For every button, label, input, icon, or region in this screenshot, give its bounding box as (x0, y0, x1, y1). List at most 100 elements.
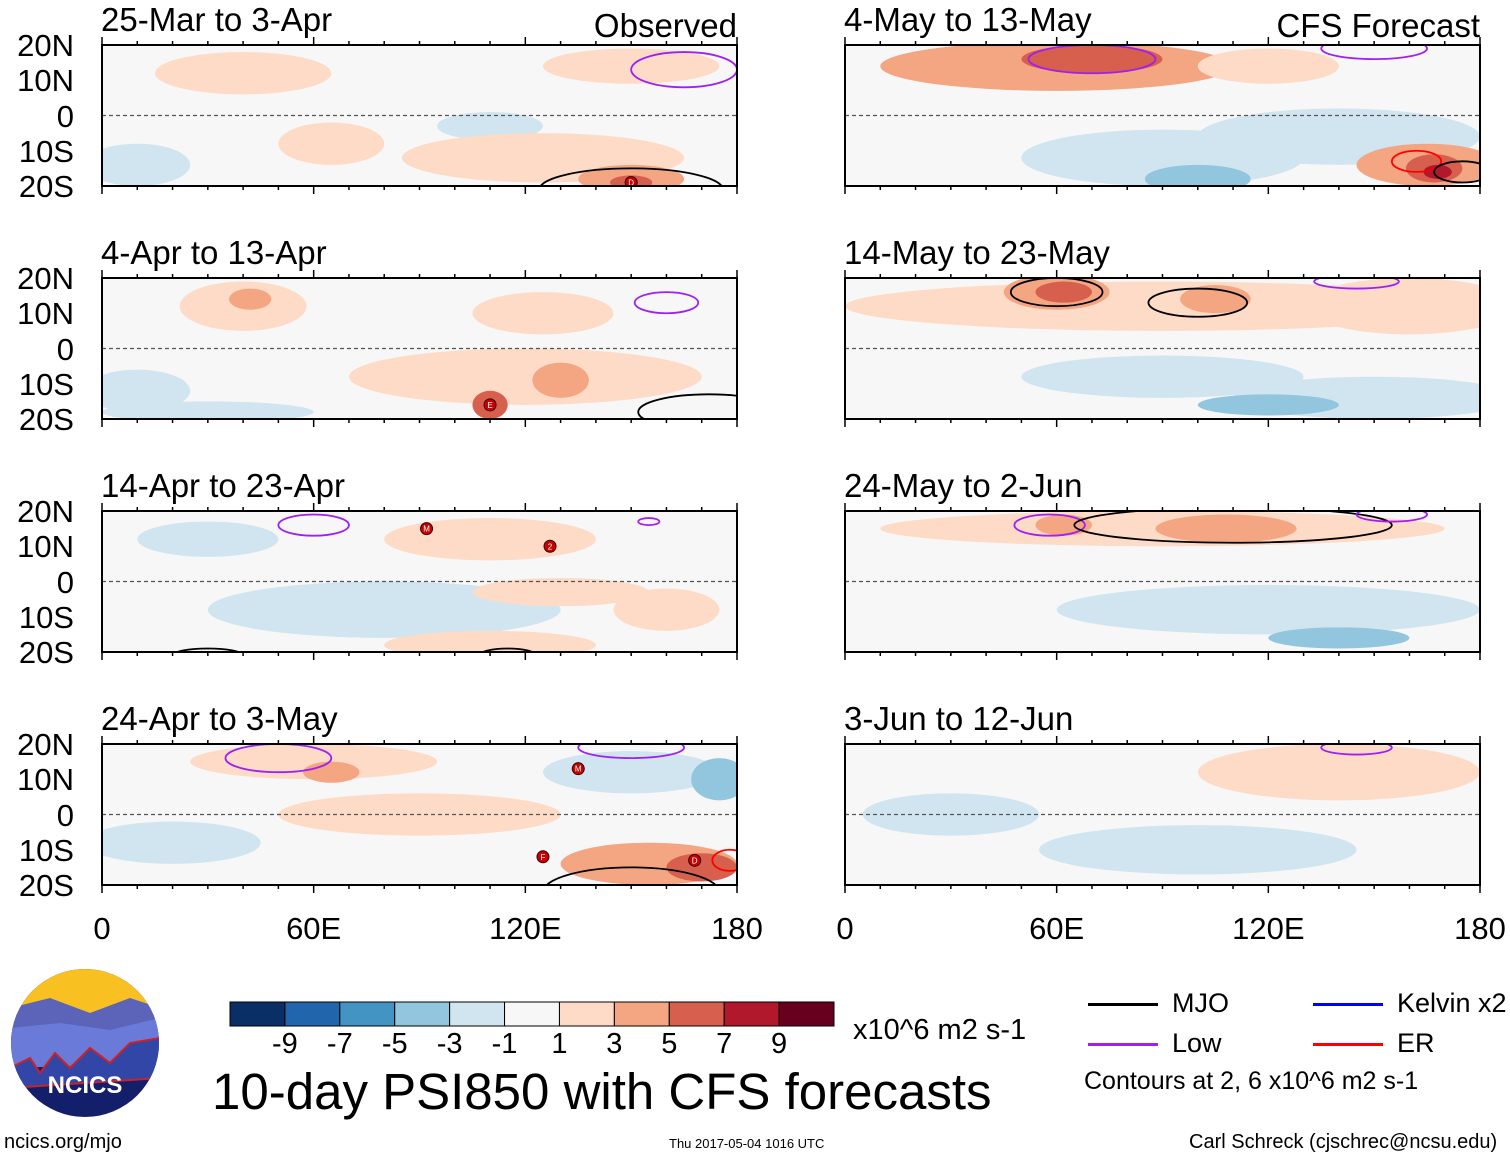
colorbar-swatch (284, 1001, 341, 1027)
anomaly-region (1197, 744, 1480, 801)
panel-tag: Observed (593, 7, 737, 44)
panel-title: 3-Jun to 12-Jun (844, 700, 1074, 737)
anomaly-region (1144, 164, 1251, 186)
svg-text:D: D (628, 178, 634, 187)
contour-low (637, 517, 661, 526)
legend-line-icon (1313, 1003, 1383, 1006)
colorbar-swatch (449, 1001, 506, 1027)
anomaly-region (1268, 627, 1410, 649)
anomaly-region (1039, 825, 1357, 875)
colorbar-tick-label: 9 (771, 1028, 788, 1060)
anomaly-region (1423, 164, 1452, 179)
y-tick-label: 0 (56, 331, 74, 367)
anomaly-region (102, 369, 191, 412)
y-tick-label: 20S (18, 402, 74, 437)
anomaly-region (1021, 355, 1304, 398)
panel-title: 24-May to 2-Jun (844, 467, 1083, 504)
panel-title: 4-May to 13-May (844, 1, 1092, 38)
storm-marker: F (536, 850, 550, 864)
contour-low (1313, 278, 1400, 290)
y-tick-label: 0 (56, 797, 74, 833)
colorbar-swatch (613, 1001, 670, 1027)
anomaly-region (613, 588, 720, 631)
y-tick-label: 20N (17, 28, 74, 63)
contour-mjo (545, 866, 717, 885)
anomaly-region (1056, 585, 1480, 635)
y-tick-label: 20N (17, 261, 74, 296)
contour-mjo (1073, 511, 1393, 544)
contour-low (577, 744, 685, 759)
contour-mjo (637, 393, 737, 419)
y-tick-label: 10N (17, 762, 74, 798)
anomaly-region (1303, 278, 1480, 335)
contour-mjo (481, 647, 535, 652)
y-tick-label: 10S (18, 832, 74, 868)
colorbar-swatch (504, 1001, 560, 1027)
storm-marker: 2 (543, 539, 557, 553)
anomaly-region (666, 853, 737, 882)
panel: D (101, 37, 738, 194)
footer-url[interactable]: ncics.org/mjo (4, 1131, 122, 1153)
anomaly-region (542, 751, 720, 794)
panel (844, 270, 1481, 427)
panel (844, 37, 1481, 194)
svg-text:D: D (692, 856, 698, 865)
legend-line-icon (1088, 1043, 1158, 1046)
colorbar (229, 1001, 835, 1027)
y-tick-label: 20S (18, 169, 74, 204)
colorbar-tick-label: 3 (606, 1028, 623, 1060)
anomaly-region (348, 348, 702, 405)
anomaly-region (691, 758, 737, 801)
panel-title: 14-Apr to 23-Apr (101, 467, 345, 504)
anomaly-region (472, 292, 614, 335)
storm-marker: M (420, 522, 434, 536)
logo-text: NCICS (48, 1072, 123, 1099)
legend-item-low: Low (1088, 1030, 1288, 1060)
anomaly-region (1155, 514, 1297, 543)
y-tick-label: 10S (18, 599, 74, 635)
colorbar-tick-label: 5 (661, 1028, 678, 1060)
panel-title: 4-Apr to 13-Apr (101, 234, 327, 271)
colorbar-tick-label: 1 (551, 1028, 568, 1060)
storm-marker: M (571, 762, 585, 776)
colorbar-swatch (339, 1001, 396, 1027)
contour-er (711, 848, 737, 872)
contour-mjo (1009, 278, 1104, 308)
ncics-logo: NCICS (11, 969, 159, 1117)
anomaly-region (1035, 281, 1092, 303)
anomaly-region (137, 521, 279, 557)
storm-marker: D (688, 853, 702, 867)
contour-low (277, 513, 350, 537)
anomaly-region (532, 362, 589, 398)
panel-tag: CFS Forecast (1276, 7, 1480, 44)
contour-mjo (539, 167, 723, 186)
x-tick-label: 0 (93, 911, 111, 946)
anomaly-region (102, 401, 314, 419)
anomaly-region (278, 122, 385, 165)
anomaly-region (207, 581, 561, 638)
legend-item-mjo: MJO (1088, 990, 1288, 1020)
contour-mjo (1147, 287, 1249, 318)
y-tick-label: 0 (56, 98, 74, 134)
svg-text:M: M (423, 525, 430, 534)
svg-text:E: E (487, 401, 492, 410)
contour-low (1027, 45, 1157, 75)
figure-title: 10-day PSI850 with CFS forecasts (212, 1063, 992, 1120)
x-tick-label: 120E (1232, 911, 1305, 946)
colorbar-swatch (778, 1001, 835, 1027)
contour-low (1320, 45, 1428, 60)
y-tick-label: 20N (17, 494, 74, 529)
panel: M2 (101, 503, 738, 660)
anomaly-region (1021, 45, 1163, 74)
panel: E (101, 270, 738, 427)
y-tick-label: 10S (18, 366, 74, 402)
colorbar-tick-label: -3 (436, 1028, 463, 1060)
x-tick-label: 60E (286, 911, 342, 946)
anomaly-region (303, 761, 360, 783)
panel-title: 14-May to 23-May (844, 234, 1110, 271)
y-tick-label: 10N (17, 296, 74, 332)
colorbar-swatch (229, 1001, 286, 1027)
anomaly-region (1197, 48, 1339, 84)
anomaly-region (102, 143, 191, 186)
